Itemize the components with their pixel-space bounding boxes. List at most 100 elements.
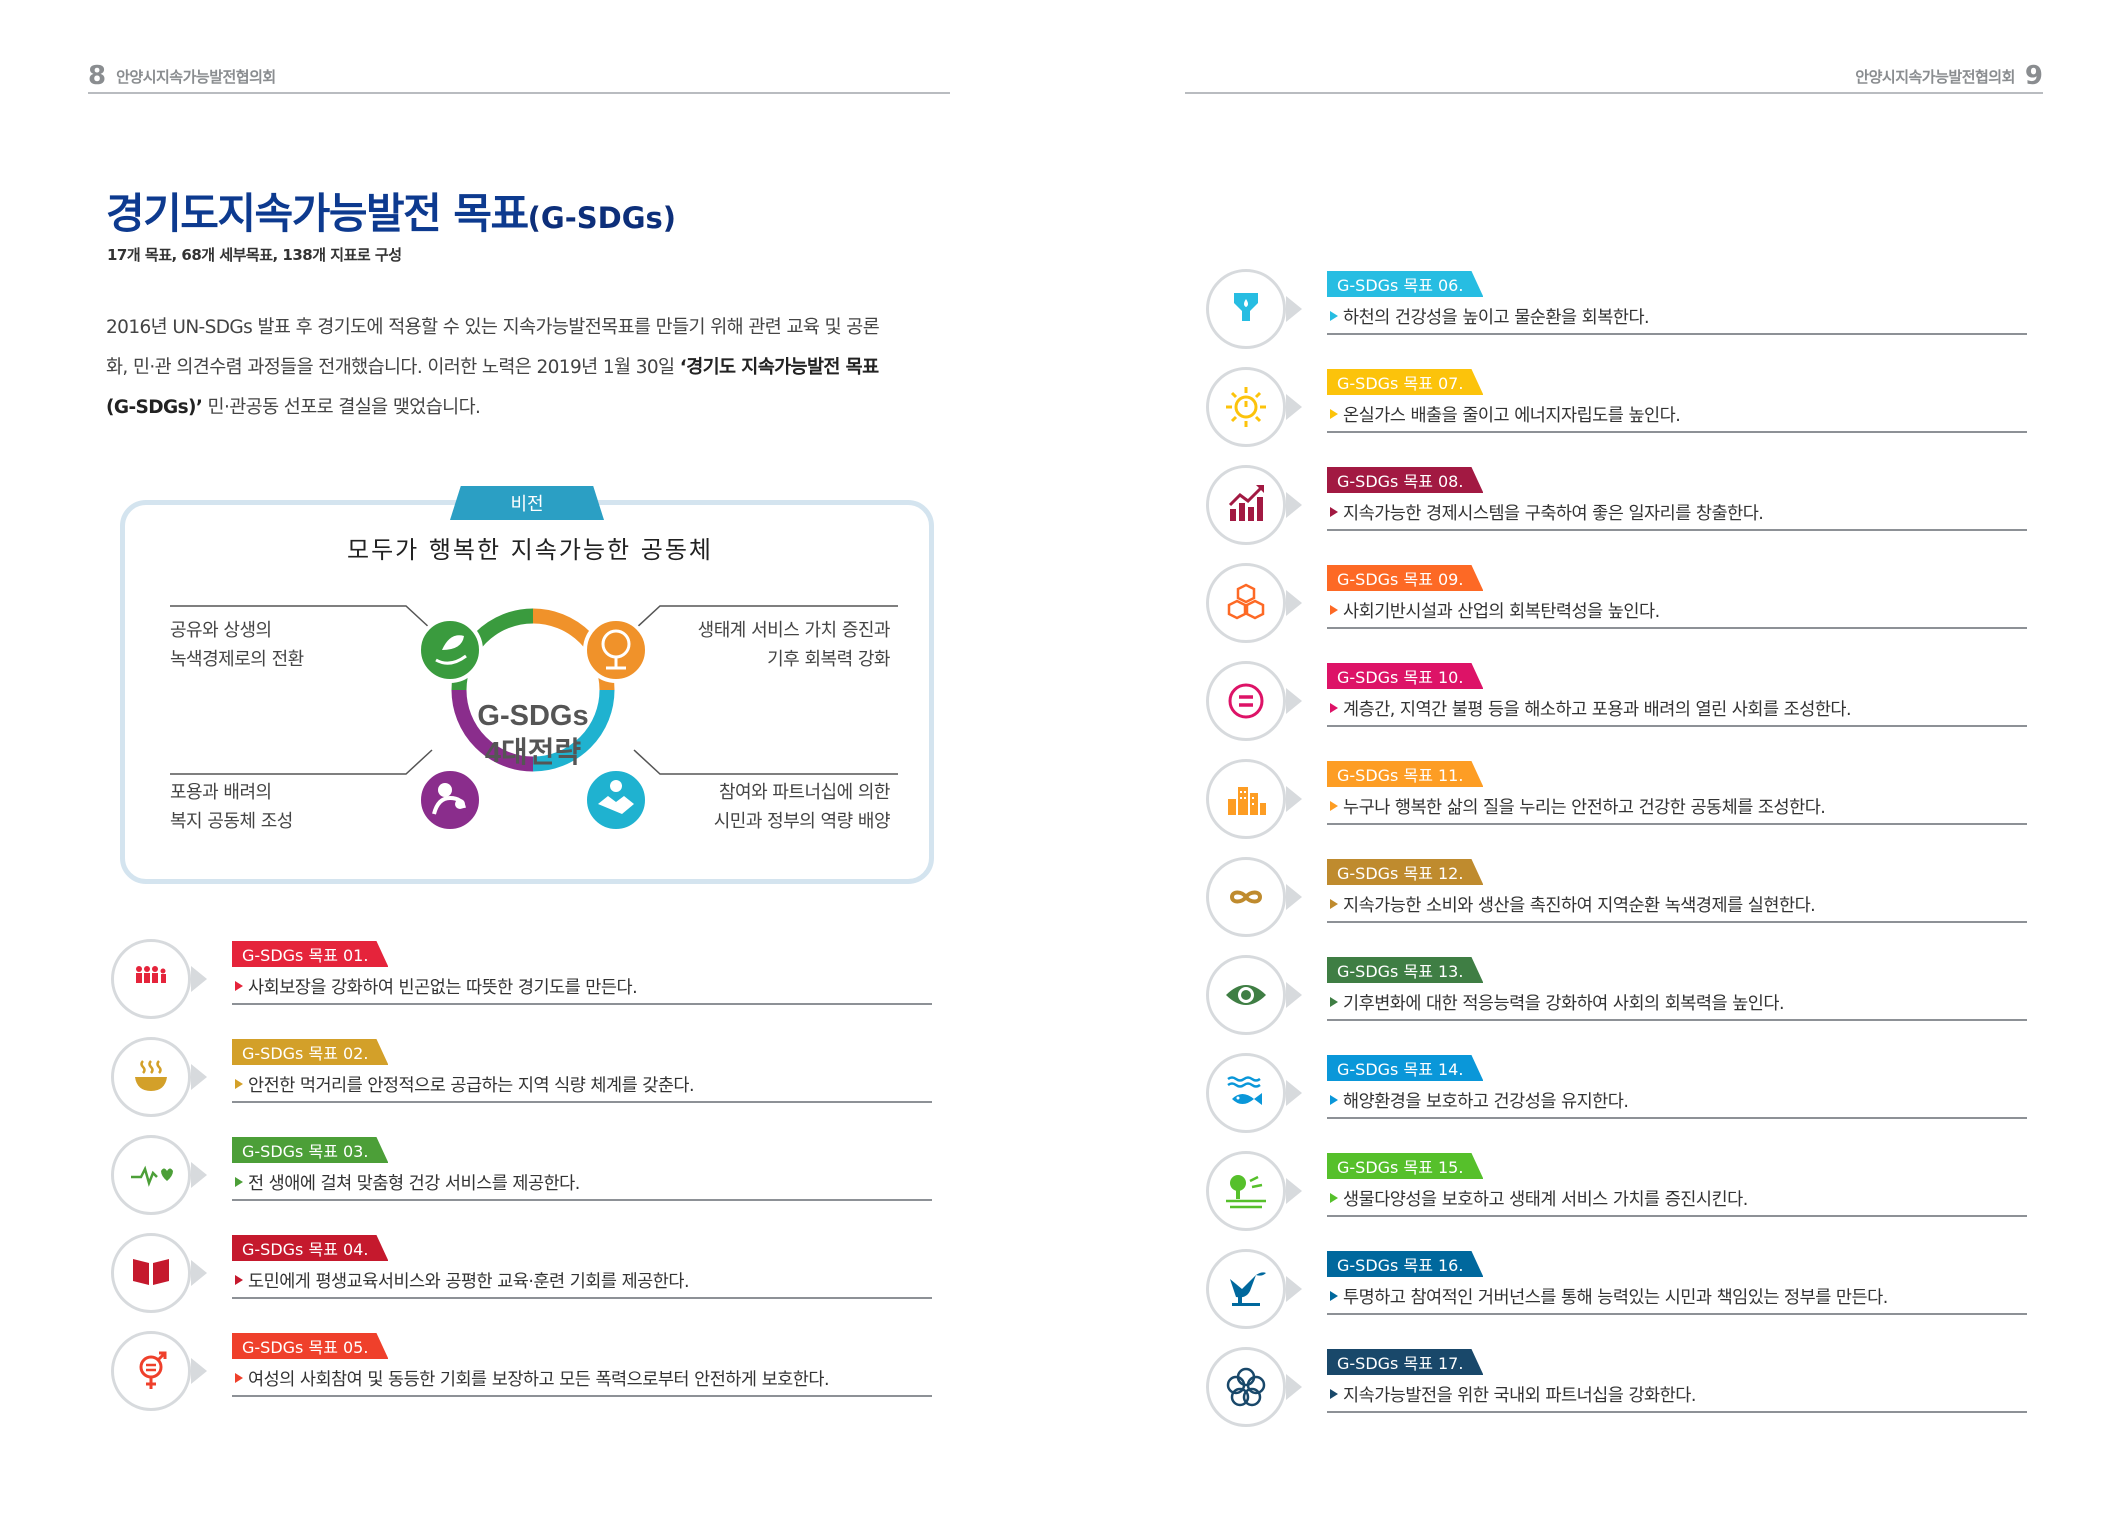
heartbeat-icon [131,1165,173,1187]
page-title-main: 경기도지속가능발전 목표 [106,189,529,238]
goal-icon-circle [1206,759,1286,839]
goal-tag: G-SDGs 목표 11. [1327,761,1483,787]
goal-description: 지속가능한 소비와 생산을 촉진하여 지역순환 녹색경제를 실현한다. [1327,887,2027,923]
fish-icon [1227,1076,1262,1105]
goal-pointer [1286,590,1302,616]
intro-line-2: 화, 민·관 의견수렴 과정들을 전개했습니다. 이러한 노력은 2019년 1… [106,348,946,388]
growth-chart-icon [1228,485,1264,521]
goal-tag: G-SDGs 목표 13. [1327,957,1483,983]
goal-description-text: 사회보장을 강화하여 빈곤없는 따뜻한 경기도를 만든다. [248,977,638,998]
goal-description-text: 도민에게 평생교육서비스와 공평한 교육·훈련 기회를 제공한다. [248,1271,690,1292]
goal-icon-circle [1206,465,1286,545]
bullet-triangle-icon [1330,1291,1338,1301]
page-title-suffix: (G-SDGs) [527,201,677,235]
strategy-bottom-right-line-2: 시민과 정부의 역량 배양 [713,811,891,832]
goal-description-text: 지속가능발전을 위한 국내외 파트너십을 강화한다. [1343,1385,1696,1406]
dove-icon [1230,1272,1266,1306]
connector-bottom-left [170,749,433,775]
infinity-icon [1229,890,1263,904]
goal-icon-circle [111,1233,191,1313]
left-page-header: 8 안양시지속가능발전협의회 [88,60,950,94]
goal-pointer [1286,394,1302,420]
bullet-triangle-icon [1330,311,1338,321]
goal-tag: G-SDGs 목표 07. [1327,369,1483,395]
goal-row: G-SDGs 목표 02. 안전한 먹거리를 안정적으로 공급하는 지역 식량 체… [111,1037,941,1117]
goal-row: G-SDGs 목표 13. 기후변화에 대한 적응능력을 강화하여 사회의 회복력… [1206,955,2036,1035]
goal-tag: G-SDGs 목표 14. [1327,1055,1483,1081]
goal-description: 사회기반시설과 산업의 회복탄력성을 높인다. [1327,593,2027,629]
goal-description: 지속가능발전을 위한 국내외 파트너십을 강화한다. [1327,1377,2027,1413]
bullet-triangle-icon [235,1275,243,1285]
ring-center-line-1: G-SDGs [477,700,588,732]
strategy-diagram: G-SDGs 4대전략 [170,605,898,833]
goal-pointer [1286,1374,1302,1400]
bullet-triangle-icon [1330,997,1338,1007]
goal-pointer [1286,492,1302,518]
equality-icon [1228,683,1264,719]
goal-description: 누구나 행복한 삶의 질을 누리는 안전하고 건강한 공동체를 조성한다. [1327,789,2027,825]
vision-tab: 비전 [450,486,604,520]
goal-description-text: 하천의 건강성을 높이고 물순환을 회복한다. [1343,307,1650,328]
goal-tag: G-SDGs 목표 17. [1327,1349,1483,1375]
goal-description-text: 생물다양성을 보호하고 생태계 서비스 가치를 증진시킨다. [1343,1189,1748,1210]
goal-description: 하천의 건강성을 높이고 물순환을 회복한다. [1327,299,2027,335]
goal-row: G-SDGs 목표 01. 사회보장을 강화하여 빈곤없는 따뜻한 경기도를 만든… [111,939,941,1019]
tree-cloud-icon [583,617,649,683]
goal-description: 온실가스 배출을 줄이고 에너지자립도를 높인다. [1327,397,2027,433]
family-care-icon [417,767,483,833]
goal-tag: G-SDGs 목표 05. [232,1333,388,1359]
goal-icon-circle [1206,1053,1286,1133]
goal-row: G-SDGs 목표 09. 사회기반시설과 산업의 회복탄력성을 높인다. [1206,563,2036,643]
goal-pointer [1286,786,1302,812]
tree-icon [1226,1175,1266,1209]
people-icon [136,966,166,983]
bullet-triangle-icon [1330,1095,1338,1105]
goal-icon-circle [1206,1249,1286,1329]
goal-pointer [191,1260,207,1286]
goal-tag: G-SDGs 목표 06. [1327,271,1483,297]
goal-description: 계층간, 지역간 불평 등을 해소하고 포용과 배려의 열린 사회를 조성한다. [1327,691,2027,727]
goal-description: 안전한 먹거리를 안정적으로 공급하는 지역 식량 체계를 갖춘다. [232,1067,932,1103]
goal-pointer [1286,1178,1302,1204]
bullet-triangle-icon [1330,801,1338,811]
connector-top-left [170,605,433,631]
right-page-number: 9 [2024,61,2043,91]
handshake-icon [583,767,649,833]
bullet-triangle-icon [1330,1193,1338,1203]
left-page-number: 8 [88,61,107,91]
goal-row: G-SDGs 목표 11. 누구나 행복한 삶의 질을 누리는 안전하고 건강한 … [1206,759,2036,839]
book-icon [133,1259,169,1285]
vision-statement: 모두가 행복한 지속가능한 공동체 [346,536,713,564]
ring-segment-blue [532,689,615,772]
goal-description-text: 지속가능한 경제시스템을 구축하여 좋은 일자리를 창출한다. [1343,503,1764,524]
goal-icon-circle [111,1331,191,1411]
strategy-top-left-line-2: 녹색경제로의 전환 [170,649,304,670]
ring-center-line-2: 4대전략 [485,736,581,769]
bullet-triangle-icon [1330,507,1338,517]
goal-icon-circle [1206,857,1286,937]
strategy-bottom-left: 포용과 배려의 복지 공동체 조성 [170,778,293,836]
goal-tag: G-SDGs 목표 01. [232,941,388,967]
right-header-title: 안양시지속가능발전협의회 [1855,67,2015,86]
goal-pointer [1286,982,1302,1008]
intro-line-3-bold: (G-SDGs)’ [106,397,203,418]
bullet-triangle-icon [1330,605,1338,615]
bullet-triangle-icon [1330,409,1338,419]
goal-description: 투명하고 참여적인 거버넌스를 통해 능력있는 시민과 책임있는 정부를 만든다… [1327,1279,2027,1315]
goal-description-text: 기후변화에 대한 적응능력을 강화하여 사회의 회복력을 높인다. [1343,993,1785,1014]
goal-pointer [191,1358,207,1384]
partnership-flower-icon [1226,1367,1266,1407]
goal-description: 기후변화에 대한 적응능력을 강화하여 사회의 회복력을 높인다. [1327,985,2027,1021]
intro-line-3-text: 민·관공동 선포로 결실을 맺었습니다. [202,397,481,418]
intro-line-1: 2016년 UN-SDGs 발표 후 경기도에 적용할 수 있는 지속가능발전목… [106,317,880,338]
goal-description-text: 해양환경을 보호하고 건강성을 유지한다. [1343,1091,1629,1112]
bullet-triangle-icon [235,1177,243,1187]
intro-line-2-bold: ‘경기도 지속가능발전 목표 [679,357,879,378]
goal-row: G-SDGs 목표 05. 여성의 사회참여 및 동등한 기회를 보장하고 모든 … [111,1331,941,1411]
ring-segment-purple [451,689,534,772]
goal-description: 여성의 사회참여 및 동등한 기회를 보장하고 모든 폭력으로부터 안전하게 보… [232,1361,932,1397]
connector-top-right [633,605,898,631]
right-page-header: 안양시지속가능발전협의회 9 [1185,60,2043,94]
goal-tag: G-SDGs 목표 09. [1327,565,1483,591]
strategy-top-left: 공유와 상생의 녹색경제로의 전환 [170,616,304,674]
